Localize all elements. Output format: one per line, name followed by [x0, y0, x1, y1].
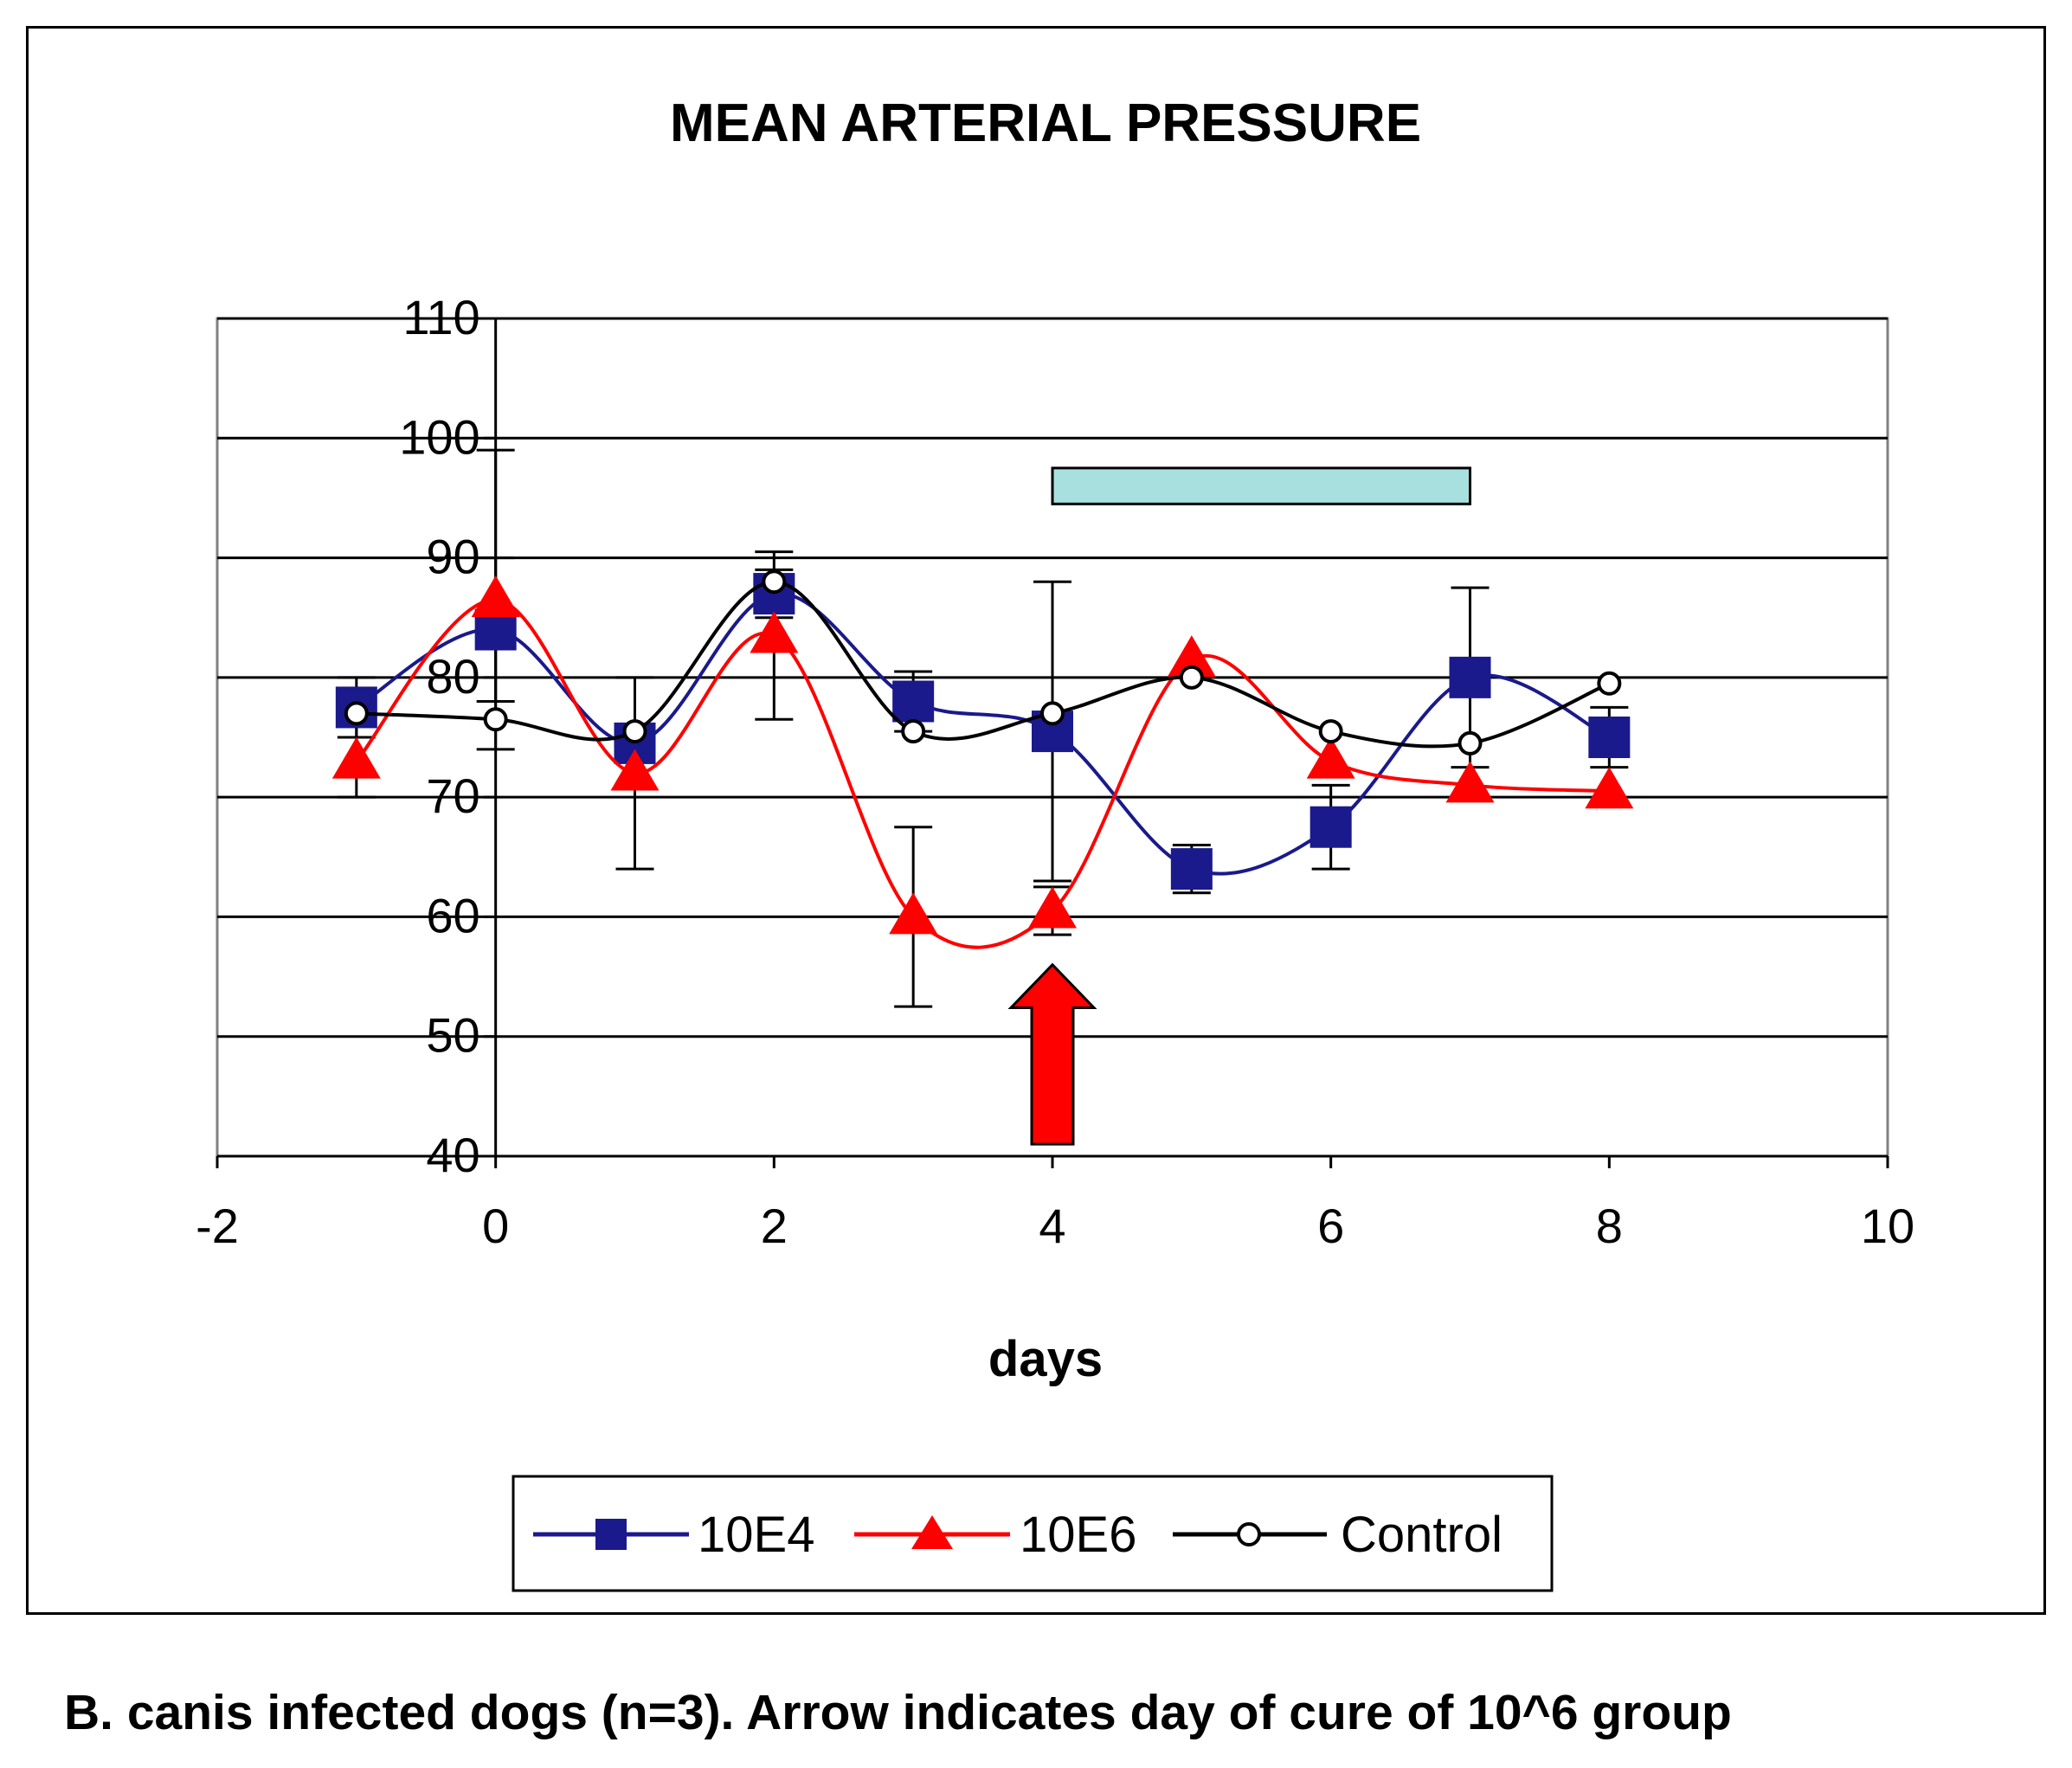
- chart-title: MEAN ARTERIAL PRESSURE: [670, 93, 1421, 153]
- point-10E6-4: [1028, 886, 1077, 929]
- legend-label-control: Control: [1341, 1507, 1503, 1563]
- chart-frame: MEAN ARTERIAL PRESSURE 40 50 60 70 80 90 100 11…: [26, 26, 2046, 1615]
- x-tick-label-2: 2: [761, 1199, 788, 1253]
- y-tick-label-60: 60: [426, 888, 479, 942]
- point-10E6-0: [471, 575, 520, 617]
- point-Control--1: [344, 701, 369, 726]
- point-10E4-5: [1170, 848, 1213, 890]
- legend: 10E4 10E6 Control: [512, 1475, 1554, 1592]
- point-Control-0: [483, 707, 508, 732]
- cure-day-arrow: [1007, 962, 1097, 1146]
- x-tick-label-10: 10: [1861, 1199, 1914, 1253]
- y-tick-label-70: 70: [426, 768, 479, 823]
- figure-caption: B. canis infected dogs (n=3). Arrow indi…: [64, 1685, 1732, 1740]
- point-Control-1: [622, 719, 647, 744]
- legend-label-10e4: 10E4: [698, 1507, 814, 1563]
- point-10E4-3: [892, 680, 935, 723]
- point-10E6-5: [1167, 635, 1216, 678]
- x-tick-label--2: -2: [196, 1199, 239, 1253]
- point-10E6--1: [331, 736, 381, 779]
- x-tick-label-0: 0: [482, 1199, 509, 1253]
- point-10E4-8: [1588, 717, 1631, 758]
- x-tick-label-4: 4: [1039, 1199, 1065, 1253]
- y-tick-label-100: 100: [399, 409, 479, 464]
- point-10E4-7: [1449, 656, 1491, 698]
- legend-item-10e4: 10E4: [533, 1507, 814, 1563]
- x-axis-label: days: [988, 1331, 1103, 1387]
- treatment-period-bar: [1051, 466, 1471, 505]
- legend-item-control: Control: [1173, 1507, 1503, 1563]
- point-Control-7: [1457, 730, 1483, 755]
- x-tick-label-6: 6: [1317, 1199, 1344, 1253]
- point-Control-2: [762, 569, 787, 595]
- legend-marker-10e4: [595, 1519, 627, 1550]
- legend-marker-control: [1237, 1522, 1261, 1546]
- x-tick-label-8: 8: [1596, 1199, 1623, 1253]
- point-Control-6: [1318, 719, 1343, 744]
- legend-marker-10e6: [911, 1515, 953, 1549]
- y-tick-label-50: 50: [426, 1008, 479, 1063]
- point-10E6-2: [750, 611, 799, 653]
- legend-item-10e6: 10E6: [854, 1507, 1136, 1563]
- point-10E6-7: [1445, 761, 1495, 803]
- point-10E6-8: [1585, 767, 1634, 809]
- y-tick-label-90: 90: [426, 530, 479, 584]
- point-Control-3: [901, 719, 926, 744]
- y-tick-label-110: 110: [402, 290, 479, 344]
- point-Control-5: [1179, 665, 1204, 690]
- point-Control-4: [1040, 701, 1065, 726]
- point-10E6-6: [1306, 736, 1355, 779]
- series-line-10E4: [355, 591, 1611, 876]
- legend-label-10e6: 10E6: [1020, 1507, 1136, 1563]
- point-10E6-1: [610, 749, 660, 791]
- chart-svg: MEAN ARTERIAL PRESSURE 40506070809010011…: [196, 93, 1914, 1592]
- y-tick-label-80: 80: [426, 649, 479, 704]
- point-10E4-6: [1309, 806, 1352, 848]
- point-10E6-3: [889, 892, 938, 935]
- series-line-Control: [356, 580, 1611, 749]
- point-Control-8: [1597, 671, 1622, 696]
